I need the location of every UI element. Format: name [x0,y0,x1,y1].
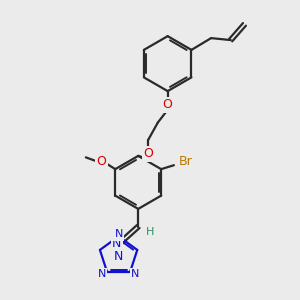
Text: O: O [143,147,153,161]
Text: N: N [131,269,139,279]
Text: N: N [98,269,106,279]
Text: N: N [112,237,121,250]
Text: N: N [114,230,123,239]
Text: N: N [114,250,123,262]
Text: Br: Br [179,155,193,168]
Text: O: O [97,155,106,168]
Text: O: O [163,98,172,111]
Text: H: H [146,227,154,237]
